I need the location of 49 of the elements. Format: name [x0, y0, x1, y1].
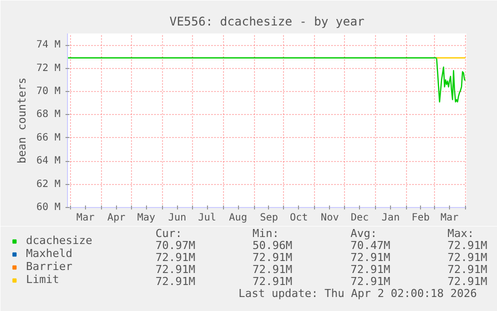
x-tick-label: Jun [168, 212, 186, 224]
x-tick-label: Nov [320, 212, 339, 224]
y-tick-label: 74 M [36, 40, 61, 51]
legend-label: Maxheld [26, 247, 72, 260]
text: 72.91M [350, 275, 391, 288]
text: 72.91M [252, 275, 293, 288]
line-series [68, 57, 466, 103]
x-tick-label: Dec [350, 212, 369, 224]
text: Min: [252, 227, 279, 240]
text: Max: [448, 227, 474, 240]
y-tick-label: 62 M [36, 178, 61, 190]
x-tick-label: Jul [198, 212, 216, 224]
x-tick-label: Sep [260, 212, 278, 224]
y-tick-label: 60 M [36, 202, 61, 213]
text: 72.91M [448, 239, 488, 252]
x-tick-label: Apr [107, 212, 126, 224]
x-tick-label: Jan [382, 212, 400, 224]
y-axis-title: bean counters [15, 77, 28, 164]
x-tick-label: Aug [229, 212, 248, 224]
x-tick-label: Mar [76, 212, 94, 224]
text: 72.91M [156, 251, 196, 264]
x-tick-label: Oct [290, 212, 308, 224]
text: 70.97M [156, 239, 196, 252]
legend-label: dcachesize [26, 234, 92, 247]
text: 72.91M [350, 251, 391, 264]
y-tick-label: 64 M [36, 156, 61, 167]
x-tick-label: May [137, 212, 156, 224]
y-tick-label: 66 M [36, 132, 61, 144]
text: 70.47M [350, 239, 391, 252]
legend-label: Limit [26, 273, 60, 286]
text: 72.91M [252, 251, 293, 264]
y-tick-label: 70 M [36, 86, 61, 97]
text: 72.91M [156, 263, 196, 276]
text: Avg: [350, 227, 377, 240]
text: 72.91M [156, 275, 196, 288]
text: 72.91M [350, 263, 391, 276]
text: 72.91M [448, 251, 488, 264]
text: Cur: [156, 227, 182, 240]
x-tick-label: Feb [412, 212, 430, 224]
text: 72.91M [252, 263, 293, 276]
legend-label: Barrier [26, 260, 72, 273]
text: 50.96M [252, 239, 293, 252]
text: 72.91M [448, 263, 488, 276]
y-tick-label: 68 M [36, 109, 61, 120]
chart-title: VE556: dcachesize - by year [169, 14, 365, 28]
text: Last update: Thu Apr 2 02:00:18 2026 [238, 287, 477, 300]
x-tick-label: Mar [440, 212, 459, 224]
text: 72.91M [448, 275, 488, 288]
y-tick-label: 72 M [36, 62, 61, 74]
